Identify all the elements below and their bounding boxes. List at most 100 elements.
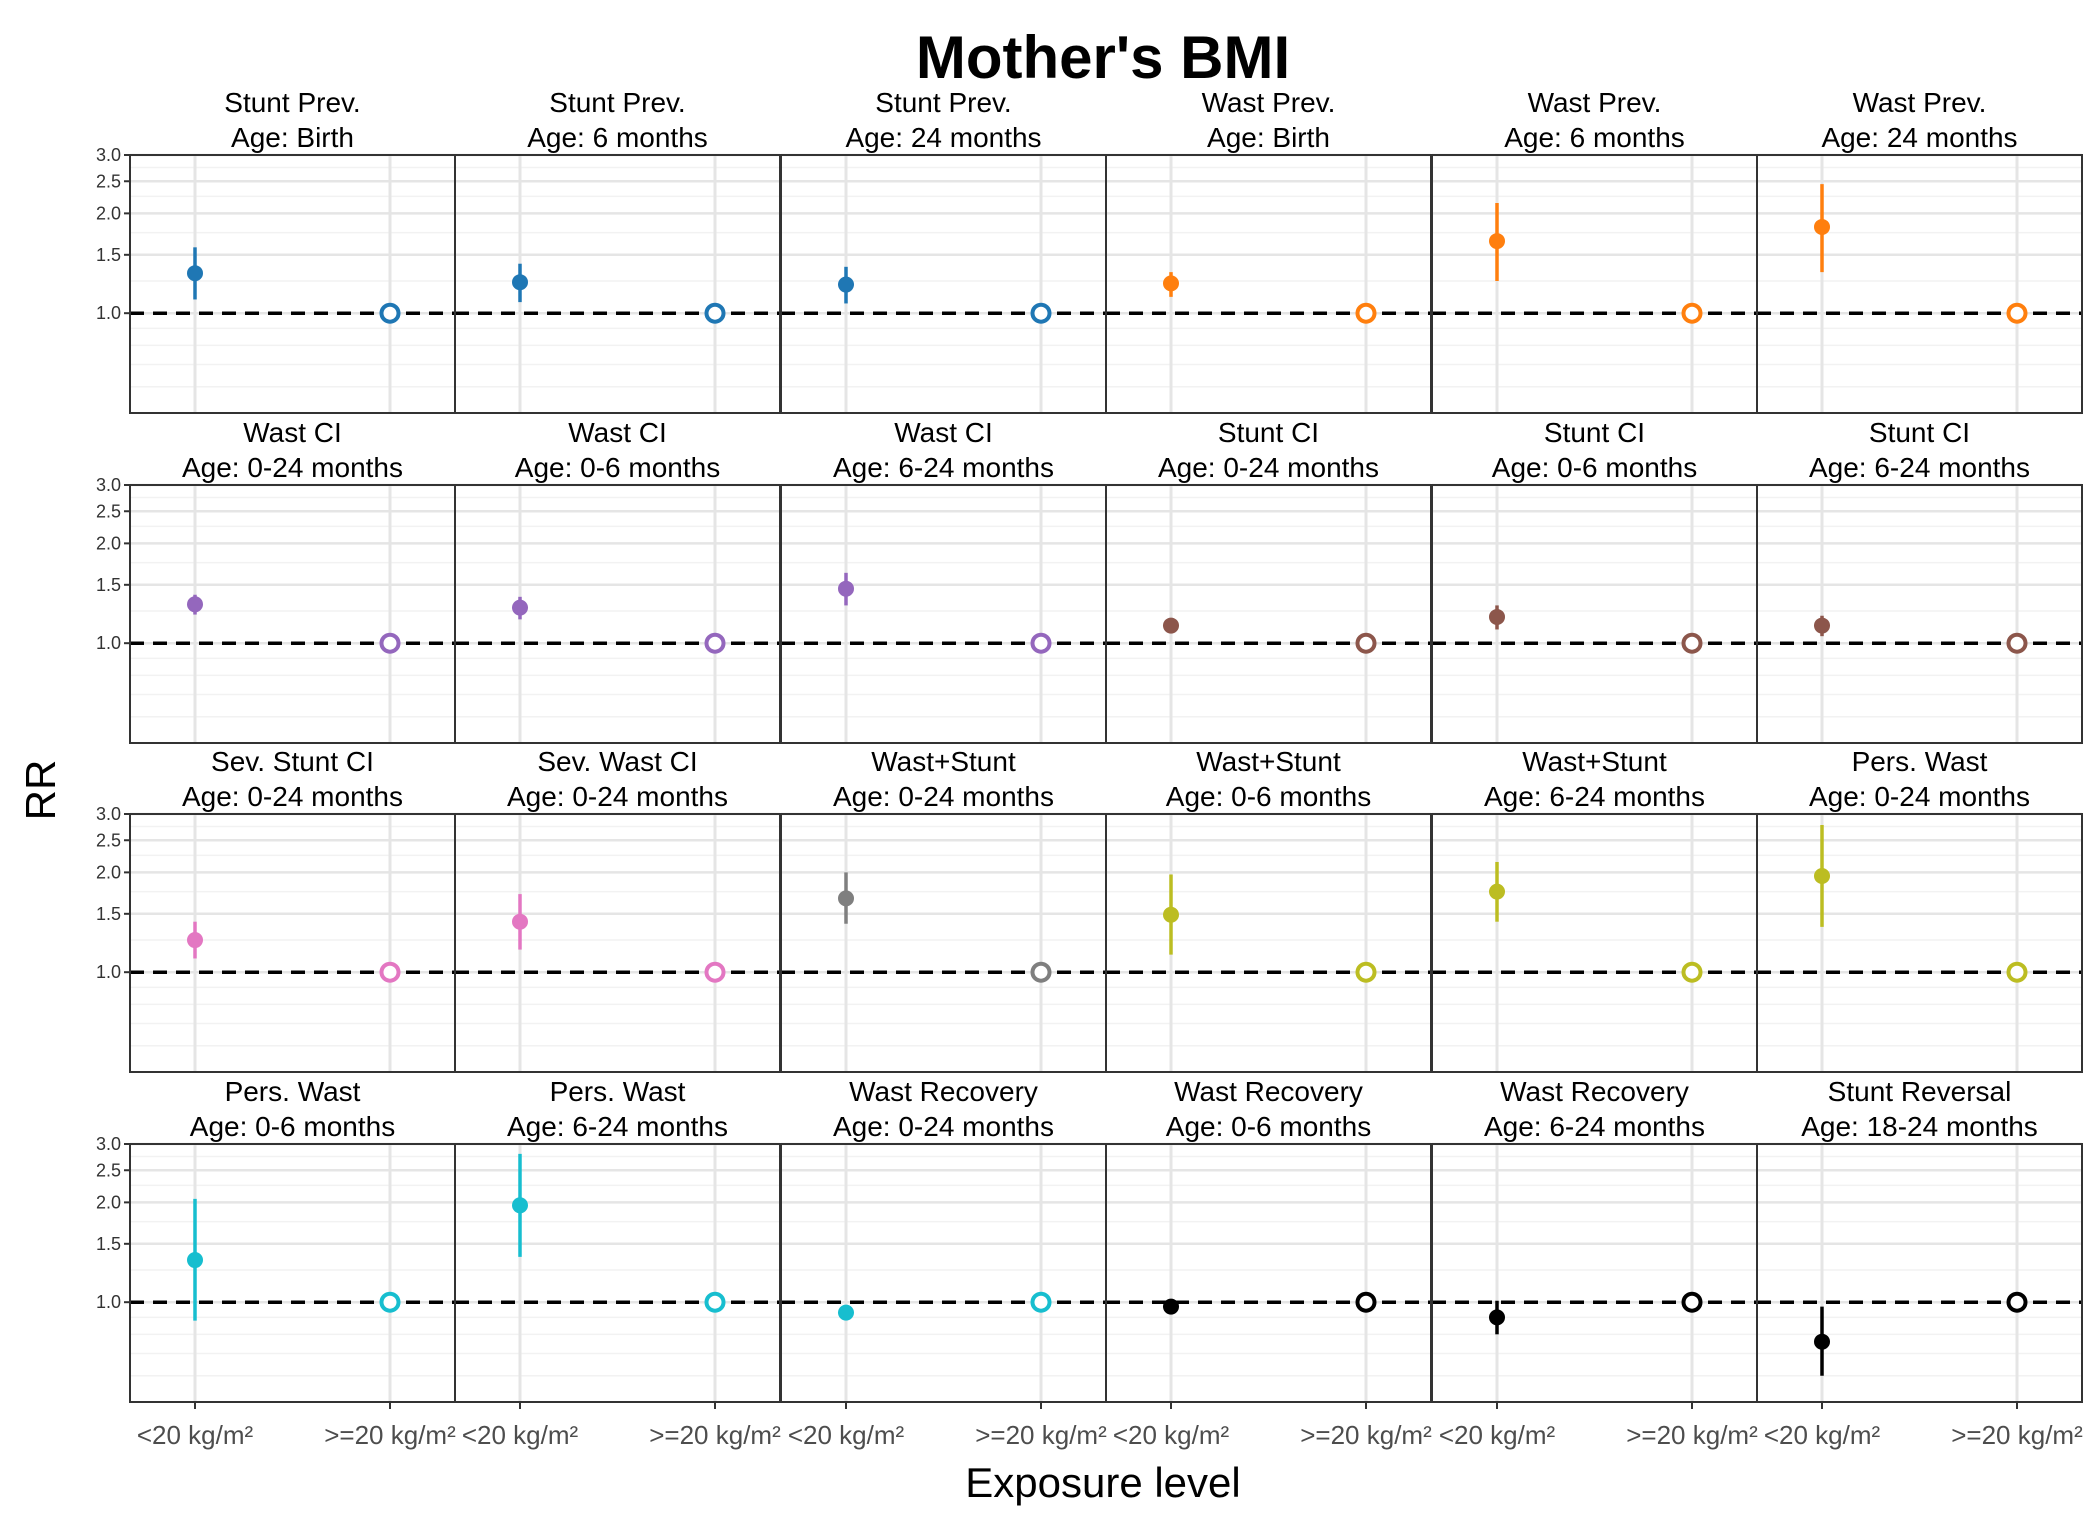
estimate-point: [838, 580, 854, 597]
reference-point: [2006, 961, 2028, 983]
y-tick-label: 2.0: [96, 203, 121, 223]
x-tick-label: <20 kg/m²: [1439, 1420, 1556, 1450]
panel-age-label: Age: 0-6 months: [1166, 781, 1371, 812]
y-tick-label: 1.0: [96, 303, 121, 323]
panel-age-label: Age: 24 months: [1821, 122, 2017, 153]
facet-panel: Stunt CI Age: 0-24 months: [1105, 417, 1432, 744]
panel-age-label: Age: Birth: [231, 122, 354, 153]
estimate-point: [187, 265, 203, 282]
x-tick-label: <20 kg/m²: [1113, 1420, 1230, 1450]
reference-point: [1681, 961, 1703, 983]
estimate-point: [187, 596, 203, 613]
y-tick-label: 2.5: [96, 501, 121, 521]
estimate-point: [512, 913, 528, 930]
reference-point: [379, 302, 401, 324]
x-tick-label: >=20 kg/m²: [1300, 1420, 1432, 1450]
panel-outcome-label: Stunt CI: [1869, 417, 1970, 448]
panel-age-label: Age: Birth: [1207, 122, 1330, 153]
reference-point: [379, 632, 401, 654]
panel-border: [780, 154, 1107, 414]
y-axis-title: RR: [17, 760, 64, 821]
facet-panel: Wast Prev. Age: 24 months: [1756, 87, 2083, 414]
estimate-point: [1489, 1309, 1505, 1326]
estimate-point: [1814, 868, 1830, 885]
x-axis-title: Exposure level: [965, 1459, 1240, 1506]
estimate-point: [1814, 1333, 1830, 1350]
y-tick-label: 1.0: [96, 962, 121, 982]
y-tick-label: 2.0: [96, 1192, 121, 1212]
panel-age-label: Age: 0-6 months: [1492, 452, 1697, 483]
panel-age-label: Age: 0-24 months: [182, 452, 403, 483]
facet-panel: Stunt CI Age: 6-24 months: [1756, 417, 2083, 744]
panel-age-label: Age: 6-24 months: [833, 452, 1054, 483]
reference-point: [704, 632, 726, 654]
reference-point: [704, 302, 726, 324]
y-tick-label: 2.5: [96, 1160, 121, 1180]
panel-outcome-label: Stunt Prev.: [224, 87, 360, 118]
panel-outcome-label: Stunt CI: [1218, 417, 1319, 448]
estimate-point: [1163, 906, 1179, 923]
panel-outcome-label: Sev. Wast CI: [537, 746, 697, 777]
y-tick-label: 3.0: [96, 145, 121, 165]
panel-outcome-label: Wast+Stunt: [1196, 746, 1341, 777]
estimate-point: [838, 1304, 854, 1321]
y-tick-label: 1.5: [96, 904, 121, 924]
panel-age-label: Age: 0-24 months: [833, 781, 1054, 812]
y-tick-label: 1.5: [96, 1234, 121, 1254]
panel-outcome-label: Wast Prev.: [1202, 87, 1336, 118]
reference-point: [2006, 632, 2028, 654]
y-tick-label: 3.0: [96, 1134, 121, 1154]
facet-panel: Stunt CI Age: 0-6 months: [1431, 417, 1758, 744]
panel-age-label: Age: 0-6 months: [515, 452, 720, 483]
panel-border: [454, 154, 781, 414]
panel-age-label: Age: 6-24 months: [1809, 452, 2030, 483]
facet-panel: Stunt Prev. Age: 24 months: [780, 87, 1107, 414]
panel-outcome-label: Wast Recovery: [849, 1076, 1038, 1107]
panel-age-label: Age: 0-6 months: [190, 1111, 395, 1142]
x-tick-label: >=20 kg/m²: [1626, 1420, 1758, 1450]
panel-border: [1756, 1143, 2083, 1403]
panel-border: [129, 154, 456, 414]
facet-panel: Wast+Stunt Age: 0-6 months: [1105, 746, 1432, 1073]
facet-panel: Wast Recovery Age: 0-24 months <20 kg/m² >=…: [780, 1076, 1107, 1450]
panel-border: [454, 1143, 781, 1403]
panel-outcome-label: Wast Prev.: [1528, 87, 1662, 118]
estimate-point: [1814, 218, 1830, 235]
panel-outcome-label: Wast Recovery: [1174, 1076, 1363, 1107]
y-tick-label: 2.0: [96, 533, 121, 553]
estimate-point: [1814, 617, 1830, 634]
panel-age-label: Age: 6 months: [1504, 122, 1685, 153]
facet-panel: Wast+Stunt Age: 0-24 months: [780, 746, 1107, 1073]
reference-point: [1355, 961, 1377, 983]
reference-point: [1030, 1291, 1052, 1313]
estimate-point: [1489, 883, 1505, 900]
panel-border: [1756, 813, 2083, 1073]
x-tick-label: >=20 kg/m²: [649, 1420, 781, 1450]
estimate-point: [512, 274, 528, 291]
panel-outcome-label: Stunt CI: [1544, 417, 1645, 448]
facet-panel: Wast Recovery Age: 0-6 months <20 kg/m² >=2…: [1105, 1076, 1432, 1450]
panel-border: [780, 813, 1107, 1073]
panel-border: [1431, 484, 1758, 744]
chart-title: Mother's BMI: [916, 24, 1290, 91]
reference-point: [1681, 1291, 1703, 1313]
reference-point: [704, 1291, 726, 1313]
reference-point: [1355, 632, 1377, 654]
panel-outcome-label: Wast CI: [243, 417, 342, 448]
panel-border: [780, 1143, 1107, 1403]
panel-outcome-label: Pers. Wast: [550, 1076, 686, 1107]
reference-point: [1030, 632, 1052, 654]
reference-point: [1355, 1291, 1377, 1313]
reference-point: [1681, 632, 1703, 654]
y-tick-label: 1.0: [96, 633, 121, 653]
estimate-point: [512, 1197, 528, 1214]
panel-outcome-label: Stunt Prev.: [549, 87, 685, 118]
estimate-point: [838, 276, 854, 293]
panel-outcome-label: Stunt Prev.: [875, 87, 1011, 118]
facet-panel: Wast CI Age: 0-6 months: [454, 417, 781, 744]
panel-age-label: Age: 6-24 months: [507, 1111, 728, 1142]
panel-outcome-label: Wast Recovery: [1500, 1076, 1689, 1107]
panel-border: [1105, 1143, 1432, 1403]
facet-panel: Wast CI Age: 6-24 months: [780, 417, 1107, 744]
